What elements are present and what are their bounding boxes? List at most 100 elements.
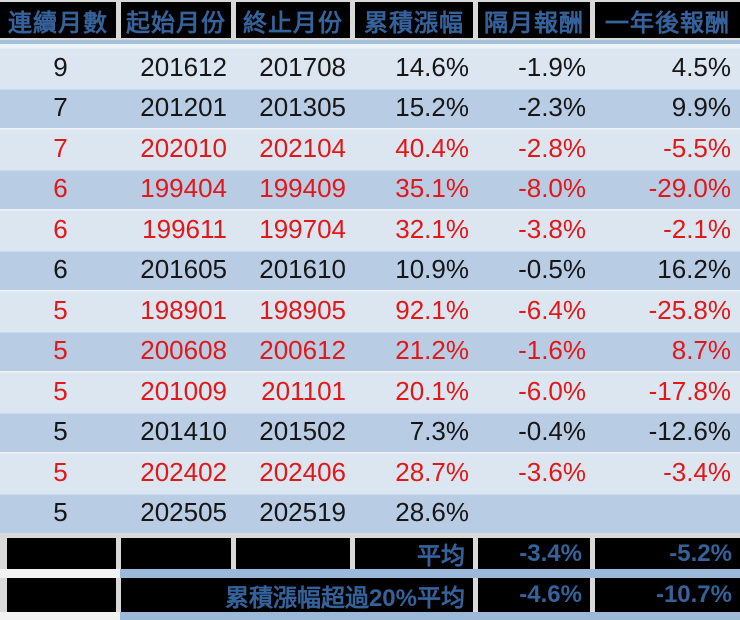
header-cell-cumulative-gain[interactable]: 累積漲幅: [355, 2, 473, 38]
cell-cumulative-gain[interactable]: 7.3%: [409, 416, 469, 447]
cell-consecutive-months[interactable]: 5: [53, 497, 68, 528]
cell-cumulative-gain[interactable]: 10.9%: [395, 254, 469, 285]
cell-start-month[interactable]: 201009: [140, 375, 227, 406]
summary-over20-next-month[interactable]: -4.6%: [478, 578, 590, 612]
table-footer: 平均 -3.4% -5.2% 累積漲幅超過20%平均 -4.6% -10.7%: [0, 533, 740, 620]
table-row: 6 201605 201610 10.9% -0.5% 16.2%: [0, 249, 740, 290]
cell-next-month-return[interactable]: -2.3%: [518, 92, 586, 123]
table-row: 5 198901 198905 92.1% -6.4% -25.8%: [0, 290, 740, 331]
cell-cumulative-gain[interactable]: 32.1%: [395, 213, 469, 244]
cell-end-month[interactable]: 200612: [259, 335, 346, 366]
cell-start-month[interactable]: 200608: [140, 335, 227, 366]
cell-one-year-return[interactable]: -5.5%: [663, 132, 731, 163]
cell-next-month-return[interactable]: -0.4%: [518, 416, 586, 447]
cell-next-month-return[interactable]: -2.8%: [518, 132, 586, 163]
cell-cumulative-gain[interactable]: 14.6%: [395, 51, 469, 82]
cell-end-month[interactable]: 202519: [259, 497, 346, 528]
cell-next-month-return[interactable]: -3.8%: [518, 213, 586, 244]
cell-start-month[interactable]: 201605: [140, 254, 227, 285]
cell-next-month-return[interactable]: -8.0%: [518, 173, 586, 204]
summary-empty-cell[interactable]: [236, 538, 350, 569]
cell-start-month[interactable]: 201201: [140, 92, 227, 123]
summary-over20-one-year[interactable]: -10.7%: [595, 578, 740, 612]
table-row: 5 200608 200612 21.2% -1.6% 8.7%: [0, 330, 740, 371]
cell-end-month[interactable]: 199409: [259, 173, 346, 204]
cell-next-month-return[interactable]: -1.6%: [518, 335, 586, 366]
table-row: 5 201410 201502 7.3% -0.4% -12.6%: [0, 411, 740, 452]
cell-next-month-return[interactable]: [478, 493, 595, 534]
summary-average-one-year[interactable]: -5.2%: [595, 538, 740, 569]
cell-cumulative-gain[interactable]: 28.6%: [395, 497, 469, 528]
cell-end-month[interactable]: 201610: [259, 254, 346, 285]
cell-consecutive-months[interactable]: 5: [53, 416, 68, 447]
cell-next-month-return[interactable]: -3.6%: [518, 456, 586, 487]
cell-one-year-return[interactable]: -29.0%: [648, 173, 731, 204]
cell-start-month[interactable]: 202010: [140, 132, 227, 163]
cell-start-month[interactable]: 199404: [140, 173, 227, 204]
cell-next-month-return[interactable]: -1.9%: [518, 51, 586, 82]
cell-cumulative-gain[interactable]: 92.1%: [395, 294, 469, 325]
cell-one-year-return[interactable]: [595, 493, 740, 534]
cell-one-year-return[interactable]: 16.2%: [657, 254, 731, 285]
cell-consecutive-months[interactable]: 6: [53, 173, 68, 204]
cell-end-month[interactable]: 198905: [259, 294, 346, 325]
cell-start-month[interactable]: 202402: [140, 456, 227, 487]
cell-cumulative-gain[interactable]: 40.4%: [395, 132, 469, 163]
summary-empty-cell[interactable]: [7, 578, 116, 612]
header-divider-gap: [0, 44, 740, 47]
cell-end-month[interactable]: 199704: [259, 213, 346, 244]
summary-over20-label[interactable]: 累積漲幅超過20%平均: [121, 578, 473, 612]
cell-end-month[interactable]: 201305: [259, 92, 346, 123]
summary-empty-cell[interactable]: [121, 538, 231, 569]
table-header: 連續月數 起始月份 終止月份 累積漲幅 隔月報酬 一年後報酬: [0, 0, 740, 47]
cell-consecutive-months[interactable]: 9: [53, 51, 68, 82]
cell-consecutive-months[interactable]: 5: [53, 294, 68, 325]
cell-next-month-return[interactable]: -6.0%: [518, 375, 586, 406]
table-row: 6 199611 199704 32.1% -3.8% -2.1%: [0, 209, 740, 250]
cell-cumulative-gain[interactable]: 28.7%: [395, 456, 469, 487]
summary-average-next-month[interactable]: -3.4%: [478, 538, 590, 569]
cell-cumulative-gain[interactable]: 20.1%: [395, 375, 469, 406]
summary-empty-cell[interactable]: [7, 538, 116, 569]
cell-consecutive-months[interactable]: 5: [53, 335, 68, 366]
header-cell-start-month[interactable]: 起始月份: [121, 2, 231, 38]
cell-consecutive-months[interactable]: 5: [53, 456, 68, 487]
cell-one-year-return[interactable]: 9.9%: [671, 92, 731, 123]
header-cell-end-month[interactable]: 終止月份: [236, 2, 350, 38]
table-row: 7 201201 201305 15.2% -2.3% 9.9%: [0, 87, 740, 128]
cell-start-month[interactable]: 201410: [140, 416, 227, 447]
summary-average-label[interactable]: 平均: [355, 538, 473, 569]
cell-cumulative-gain[interactable]: 35.1%: [395, 173, 469, 204]
summary-row-over20: 累積漲幅超過20%平均 -4.6% -10.7%: [0, 578, 740, 612]
header-cell-one-year-return[interactable]: 一年後報酬: [595, 2, 740, 38]
cell-start-month[interactable]: 198901: [140, 294, 227, 325]
cell-consecutive-months[interactable]: 7: [53, 92, 68, 123]
summary-row-average: 平均 -3.4% -5.2%: [0, 538, 740, 569]
cell-end-month[interactable]: 202104: [259, 132, 346, 163]
cell-one-year-return[interactable]: -3.4%: [663, 456, 731, 487]
cell-consecutive-months[interactable]: 5: [53, 375, 68, 406]
cell-end-month[interactable]: 202406: [259, 456, 346, 487]
cell-one-year-return[interactable]: 8.7%: [671, 335, 731, 366]
cell-one-year-return[interactable]: -25.8%: [648, 294, 731, 325]
cell-one-year-return[interactable]: -17.8%: [648, 375, 731, 406]
table-row: 5 202402 202406 28.7% -3.6% -3.4%: [0, 452, 740, 493]
cell-consecutive-months[interactable]: 6: [53, 213, 68, 244]
cell-one-year-return[interactable]: 4.5%: [671, 51, 731, 82]
cell-end-month[interactable]: 201101: [261, 375, 346, 406]
cell-consecutive-months[interactable]: 6: [53, 254, 68, 285]
cell-cumulative-gain[interactable]: 21.2%: [395, 335, 469, 366]
cell-consecutive-months[interactable]: 7: [53, 132, 68, 163]
cell-cumulative-gain[interactable]: 15.2%: [395, 92, 469, 123]
cell-one-year-return[interactable]: -2.1%: [663, 213, 731, 244]
cell-start-month[interactable]: 199611: [142, 213, 227, 244]
cell-start-month[interactable]: 201612: [140, 51, 227, 82]
header-cell-next-month-return[interactable]: 隔月報酬: [478, 2, 590, 38]
header-cell-consecutive-months[interactable]: 連續月數: [0, 2, 116, 38]
cell-next-month-return[interactable]: -6.4%: [518, 294, 586, 325]
cell-end-month[interactable]: 201502: [259, 416, 346, 447]
cell-next-month-return[interactable]: -0.5%: [518, 254, 586, 285]
cell-start-month[interactable]: 202505: [140, 497, 227, 528]
cell-end-month[interactable]: 201708: [259, 51, 346, 82]
cell-one-year-return[interactable]: -12.6%: [648, 416, 731, 447]
